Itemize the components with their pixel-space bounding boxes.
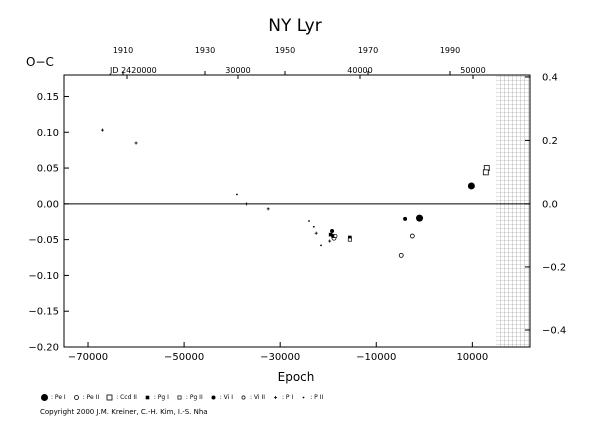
- y-tick-label: 0.00: [37, 199, 59, 210]
- legend-marker: [106, 394, 113, 400]
- data-point: [314, 231, 318, 235]
- data-point: [320, 244, 322, 247]
- legend-symbol-icon: [177, 395, 182, 399]
- legend-item: : Ccd II: [105, 393, 137, 402]
- legend-label: : Pg I: [153, 393, 169, 401]
- legend-label: : Vi I: [219, 393, 233, 401]
- legend-symbol-icon: [73, 394, 79, 400]
- right-y-tick-label: 0.2: [542, 136, 558, 147]
- chart-title: NY Lyr: [268, 16, 321, 36]
- right-y-tick-label: 0.0: [542, 199, 558, 210]
- data-point: [328, 239, 332, 243]
- x-tick-label: 10000: [456, 352, 488, 363]
- data-point: [245, 202, 249, 206]
- top-year-label: 1970: [358, 46, 378, 55]
- legend-label: : P II: [310, 393, 324, 401]
- legend-item: : P I: [271, 393, 293, 402]
- legend-marker: [41, 393, 48, 401]
- y-tick-label: −0.10: [28, 271, 59, 282]
- data-point: [403, 216, 408, 221]
- legend-item: : Vi I: [209, 393, 233, 402]
- top-year-label: 1990: [440, 46, 460, 55]
- x-tick-label: −10000: [356, 352, 396, 363]
- data-point: [467, 182, 475, 190]
- data-point: [348, 235, 352, 240]
- shaded-region: [496, 75, 530, 347]
- y-tick-label: −0.20: [28, 343, 59, 354]
- legend: : Pe I : Pe II : Ccd II : Pg I : Pg II : Vi I…: [40, 390, 329, 404]
- data-point: [330, 229, 335, 234]
- top-year-label: 1930: [195, 46, 215, 55]
- y-tick-label: −0.15: [28, 307, 59, 318]
- data-point: [482, 169, 489, 176]
- legend-label: : Pg II: [185, 393, 203, 401]
- right-y-tick-label: 0.4: [542, 73, 558, 84]
- legend-symbol-icon: [302, 396, 305, 398]
- legend-marker: [211, 395, 216, 399]
- legend-item: : Pe I: [40, 393, 66, 402]
- legend-symbol-icon: [106, 394, 113, 400]
- data-point: [347, 237, 352, 242]
- legend-marker: [145, 395, 150, 399]
- jd-label: 50000: [460, 66, 485, 75]
- legend-symbol-icon: [211, 395, 216, 399]
- legend-label: : Vi II: [249, 393, 265, 401]
- legend-item: : Pg I: [143, 393, 169, 402]
- legend-label: : Pe II: [82, 393, 100, 401]
- y-tick-label: 0.15: [37, 92, 59, 103]
- legend-symbol-icon: [41, 393, 48, 401]
- legend-symbol-icon: [273, 395, 277, 399]
- legend-marker: [241, 395, 246, 399]
- jd-label: JD 2420000: [109, 66, 157, 75]
- legend-marker: [177, 395, 182, 399]
- y-tick-label: 0.05: [37, 164, 59, 175]
- legend-label: : Pe I: [51, 393, 66, 401]
- legend-item: : Pg II: [175, 393, 203, 402]
- right-y-tick-label: −0.4: [542, 326, 566, 337]
- y-tick-label: −0.05: [28, 235, 59, 246]
- data-point: [398, 252, 404, 258]
- data-point: [134, 141, 138, 145]
- legend-marker: [302, 396, 305, 398]
- copyright-text: Copyright 2000 J.M. Kreiner, C.-H. Kim, …: [40, 408, 208, 416]
- legend-item: : P II: [299, 393, 323, 402]
- x-axis-label: Epoch: [278, 370, 315, 384]
- legend-marker: [273, 395, 277, 399]
- data-point: [236, 193, 238, 196]
- data-point: [312, 225, 315, 228]
- legend-item: : Pe II: [72, 393, 99, 402]
- data-point: [409, 233, 415, 239]
- data-point: [333, 234, 338, 239]
- data-point: [100, 128, 104, 132]
- plot-frame: [63, 74, 531, 348]
- data-point: [266, 207, 270, 211]
- x-tick-label: −30000: [260, 352, 300, 363]
- legend-label: : P I: [281, 393, 294, 401]
- legend-symbol-icon: [241, 395, 246, 399]
- legend-item: : Vi II: [239, 393, 265, 402]
- top-year-label: 1950: [275, 46, 295, 55]
- top-year-label: 1910: [113, 46, 133, 55]
- jd-label: 30000: [225, 66, 250, 75]
- x-tick-label: −70000: [68, 352, 108, 363]
- right-y-tick-label: −0.2: [542, 262, 566, 273]
- data-point: [416, 214, 424, 222]
- data-point: [308, 220, 310, 222]
- x-tick-label: −50000: [164, 352, 204, 363]
- legend-marker: [73, 394, 79, 400]
- jd-label: 40000: [347, 66, 372, 75]
- data-point: [328, 232, 333, 237]
- y-tick-label: 0.10: [37, 128, 59, 139]
- legend-label: : Ccd II: [116, 393, 137, 401]
- y-axis-label: O−C: [26, 55, 54, 69]
- legend-symbol-icon: [145, 395, 150, 399]
